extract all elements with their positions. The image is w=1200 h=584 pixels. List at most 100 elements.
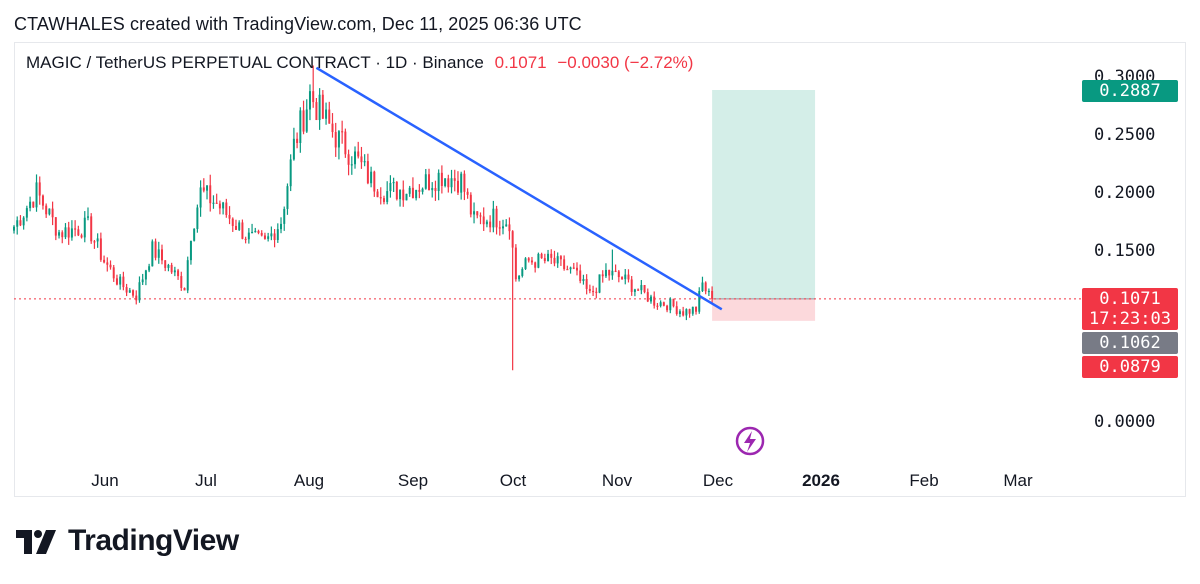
- candle: [267, 232, 270, 242]
- candle: [527, 257, 530, 263]
- candles-layer: [13, 65, 714, 371]
- candle: [305, 99, 308, 133]
- candle: [276, 223, 279, 243]
- candle: [547, 249, 550, 262]
- candle: [22, 216, 25, 230]
- candle: [691, 306, 694, 316]
- candle: [627, 269, 630, 283]
- candle: [502, 219, 505, 235]
- candle: [379, 187, 382, 205]
- candle: [183, 287, 186, 291]
- candle: [498, 220, 501, 236]
- candle: [473, 202, 476, 224]
- current-price-tag: 0.1071 17:23:03: [1082, 288, 1178, 330]
- candle: [707, 288, 710, 296]
- candle: [328, 101, 331, 124]
- candle: [331, 113, 334, 138]
- candle: [128, 287, 131, 294]
- x-tick-label-year: 2026: [802, 471, 840, 490]
- lightning-icon[interactable]: [735, 426, 765, 456]
- chart-credit: CTAWHALES created with TradingView.com, …: [14, 14, 582, 34]
- candle: [77, 225, 80, 237]
- candle: [144, 269, 147, 286]
- candle: [399, 189, 402, 207]
- candle: [476, 211, 479, 219]
- candle: [251, 223, 254, 234]
- candle: [257, 229, 260, 235]
- candle: [598, 274, 601, 294]
- candle: [360, 146, 363, 169]
- stop-zone[interactable]: [712, 298, 816, 321]
- candle: [25, 205, 28, 222]
- target-zone[interactable]: [712, 89, 816, 299]
- candle: [572, 262, 575, 270]
- y-tick-label: 0.2000: [1094, 183, 1156, 203]
- chart-frame: [14, 42, 1186, 497]
- candle: [96, 233, 99, 248]
- candle: [428, 168, 431, 191]
- candle: [241, 219, 244, 240]
- candle: [524, 257, 527, 270]
- candle: [614, 264, 617, 273]
- candle: [58, 229, 61, 239]
- candle: [559, 255, 562, 266]
- downtrend-line[interactable]: [315, 66, 723, 311]
- tradingview-brand[interactable]: TradingView: [16, 524, 239, 558]
- candle: [270, 226, 273, 241]
- candle: [434, 180, 437, 201]
- candle: [148, 263, 151, 273]
- y-tick-label: 0.2500: [1094, 125, 1156, 145]
- candle: [202, 178, 205, 193]
- candle: [325, 102, 328, 125]
- candle: [411, 177, 414, 199]
- candle: [617, 269, 620, 283]
- candle: [64, 223, 67, 240]
- candle: [366, 153, 369, 185]
- candle: [180, 271, 183, 291]
- candle: [666, 304, 669, 313]
- candle: [273, 229, 276, 248]
- candle: [164, 259, 167, 272]
- candle: [48, 208, 51, 216]
- candle: [222, 201, 225, 215]
- candle: [141, 273, 144, 286]
- candle: [51, 201, 54, 226]
- candle: [32, 201, 35, 208]
- candle: [421, 187, 424, 195]
- candle: [621, 276, 624, 280]
- candle: [93, 239, 96, 249]
- candle: [341, 120, 344, 144]
- candle: [228, 206, 231, 225]
- candle: [646, 288, 649, 303]
- candle: [643, 285, 646, 294]
- candle: [122, 271, 125, 291]
- candle: [456, 171, 459, 196]
- candle: [595, 287, 598, 299]
- candle: [678, 309, 681, 318]
- candle: [611, 249, 614, 280]
- candle: [682, 306, 685, 317]
- candle: [688, 308, 691, 318]
- x-tick-label: Feb: [909, 471, 939, 490]
- candle: [479, 212, 482, 225]
- candle: [604, 263, 607, 278]
- candle: [630, 276, 633, 296]
- candle: [601, 270, 604, 283]
- candle: [389, 175, 392, 198]
- candle: [450, 169, 453, 194]
- candle: [38, 176, 41, 205]
- candle: [373, 170, 376, 197]
- candle: [469, 192, 472, 218]
- candle: [16, 216, 19, 235]
- candle: [592, 285, 595, 297]
- candle: [508, 217, 511, 240]
- candle: [382, 195, 385, 205]
- x-tick-label: Mar: [1003, 471, 1033, 490]
- candle: [193, 228, 196, 242]
- candle: [704, 281, 707, 295]
- candle: [370, 166, 373, 188]
- candle: [659, 300, 662, 308]
- candle: [125, 283, 128, 297]
- candle: [109, 260, 112, 270]
